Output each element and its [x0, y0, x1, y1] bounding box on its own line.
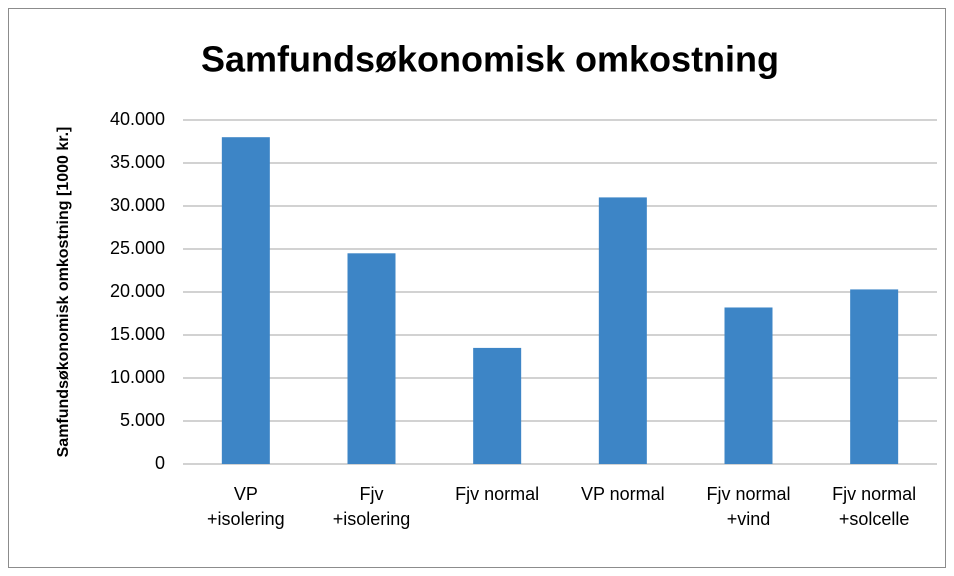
x-tick-label: Fjv normal +vind — [706, 484, 790, 529]
y-tick-label: 0 — [155, 453, 165, 473]
bar — [221, 137, 270, 464]
bar — [347, 253, 396, 464]
bar — [598, 197, 647, 464]
y-tick-label: 35.000 — [110, 152, 165, 172]
x-tick-label: VP +isolering — [207, 484, 285, 529]
y-tick-label: 40.000 — [110, 109, 165, 129]
x-tick-label: Fjv +isolering — [333, 484, 411, 529]
x-tick-label: Fjv normal — [455, 484, 539, 504]
bar — [473, 347, 522, 464]
chart-border — [8, 8, 946, 568]
y-tick-label: 5.000 — [120, 410, 165, 430]
y-axis-label: Samfundsøkonomisk omkostning [1000 kr.] — [55, 127, 72, 458]
y-tick-label: 20.000 — [110, 281, 165, 301]
chart-title: Samfundsøkonomisk omkostning — [201, 39, 779, 80]
x-tick-label: Fjv normal +solcelle — [832, 484, 916, 529]
y-tick-label: 25.000 — [110, 238, 165, 258]
bar — [850, 289, 899, 464]
y-tick-label: 30.000 — [110, 195, 165, 215]
bar — [724, 307, 773, 464]
x-tick-label: VP normal — [581, 484, 665, 504]
y-tick-label: 10.000 — [110, 367, 165, 387]
y-tick-label: 15.000 — [110, 324, 165, 344]
